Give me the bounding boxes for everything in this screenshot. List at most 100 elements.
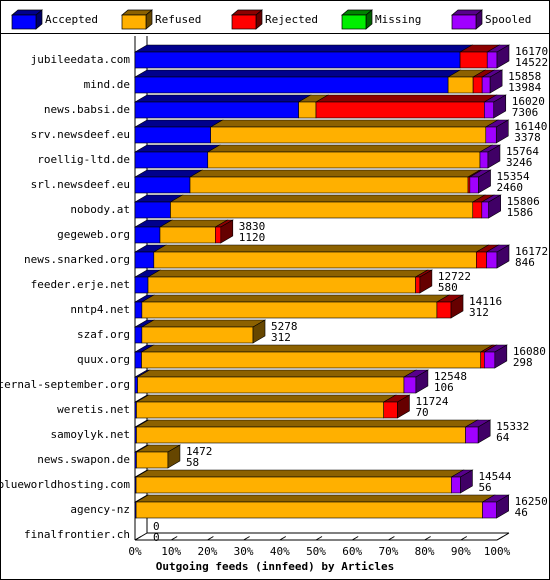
legend-item: Missing	[341, 9, 421, 30]
bar-side	[220, 219, 234, 244]
bar-segment	[133, 244, 167, 269]
legend-label: Refused	[155, 13, 201, 26]
bar-front	[134, 176, 191, 194]
bar-top	[136, 369, 418, 378]
bar-segment	[206, 144, 494, 169]
bar-side	[419, 269, 433, 294]
bar-side	[397, 394, 410, 419]
bar-segment	[414, 269, 434, 294]
bar-segment	[402, 369, 430, 394]
bar-side	[488, 194, 501, 219]
bar-side	[415, 369, 429, 394]
bar-front	[153, 251, 477, 269]
total-label: 15332	[496, 420, 529, 433]
category-label: weretis.net	[57, 403, 130, 416]
accepted-label: 312	[469, 306, 489, 319]
bar-front	[134, 201, 171, 219]
accepted-label: 2460	[497, 181, 523, 194]
bar-segment	[136, 369, 418, 394]
category-label: news.babsi.de	[44, 103, 130, 116]
total-label: 16140	[514, 120, 547, 133]
accepted-label: 580	[438, 281, 458, 294]
bar-top	[133, 94, 312, 103]
bar-front	[134, 51, 461, 69]
bar-side	[496, 44, 510, 69]
bar-side	[495, 119, 509, 144]
bar-front	[486, 51, 498, 69]
bar-segment	[133, 119, 224, 144]
total-label: 15806	[507, 195, 540, 208]
bar-front	[403, 376, 417, 394]
bar-front	[480, 351, 485, 369]
bar-front	[136, 451, 169, 469]
accepted-label: 56	[478, 481, 491, 494]
accepted-label: 1120	[239, 231, 266, 244]
total-label: 1472	[186, 445, 213, 458]
bar-top	[134, 469, 465, 478]
bar-front	[135, 476, 452, 494]
bar-front	[465, 426, 479, 444]
bar-segment	[481, 494, 510, 519]
bar-front	[135, 501, 483, 519]
accepted-label: 3246	[506, 156, 533, 169]
bar-side	[496, 244, 510, 269]
bar-segment	[133, 44, 474, 69]
bar-front	[134, 226, 161, 244]
total-label: 3830	[239, 220, 266, 233]
bar-segment	[382, 394, 411, 419]
bar-front	[141, 301, 438, 319]
bar-segment	[464, 419, 492, 444]
bar-front	[486, 251, 498, 269]
x-tick-label: 90%	[451, 545, 471, 558]
category-label: nobody.at	[70, 203, 130, 216]
bar-front	[215, 226, 222, 244]
bar-segment	[133, 169, 204, 194]
bar-top	[134, 494, 496, 503]
bar-top	[140, 319, 267, 328]
bar-side	[477, 419, 491, 444]
category-label: agency-nz	[70, 503, 130, 516]
bar-top	[188, 169, 482, 178]
bar-segment	[140, 344, 494, 369]
bar-side	[487, 144, 501, 169]
x-tick	[279, 536, 287, 541]
x-tick-label: 60%	[342, 545, 362, 558]
x-tick-label: 40%	[270, 545, 290, 558]
accepted-label: 46	[515, 506, 528, 519]
legend-swatch	[451, 14, 477, 30]
accepted-label: 846	[515, 256, 535, 269]
category-label: quux.org	[77, 353, 130, 366]
bar-front	[207, 151, 481, 169]
bar-segment	[481, 69, 504, 94]
bar-front	[134, 126, 211, 144]
bar-side	[489, 69, 503, 94]
total-label: 14544	[478, 470, 511, 483]
bar-side	[494, 344, 508, 369]
bar-front	[479, 151, 489, 169]
bar-top	[140, 294, 451, 303]
bar-front	[451, 476, 461, 494]
legend-item: Refused	[121, 9, 201, 30]
total-label: 12722	[438, 270, 471, 283]
total-label: 16172	[515, 245, 548, 258]
bar-segment	[483, 344, 508, 369]
total-label: 12548	[434, 370, 467, 383]
legend-swatch	[11, 14, 37, 30]
accepted-label: 106	[434, 381, 454, 394]
bar-top	[133, 144, 221, 153]
total-label: 15354	[497, 170, 530, 183]
bar-front	[134, 376, 138, 394]
bar-front	[484, 351, 496, 369]
bar-segment	[209, 119, 499, 144]
category-label: news.swapon.de	[37, 453, 130, 466]
bar-segment	[140, 319, 267, 344]
bar-segment	[140, 294, 451, 319]
bar-front	[137, 376, 405, 394]
bar-front	[315, 101, 485, 119]
bar-side	[493, 94, 507, 119]
x-tick-label: 80%	[415, 545, 435, 558]
category-label: srv.newsdeef.eu	[31, 128, 130, 141]
bar-top	[152, 244, 490, 253]
category-label: roellig-ltd.de	[37, 153, 130, 166]
bar-segment	[134, 494, 496, 519]
